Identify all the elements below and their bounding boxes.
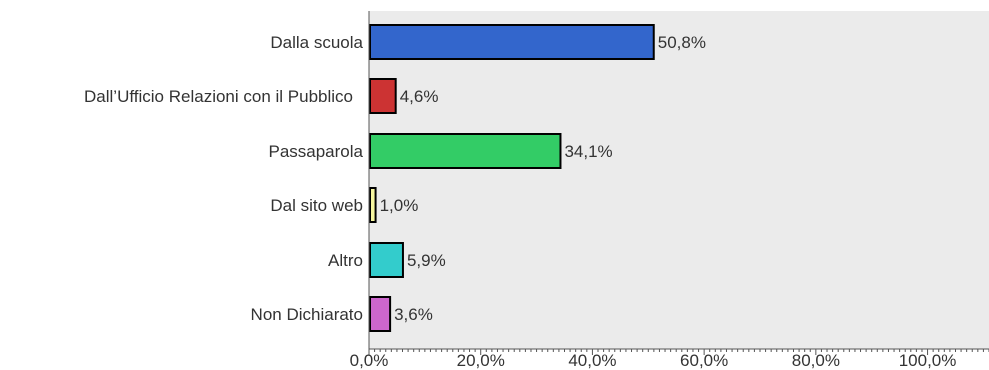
bar (369, 187, 377, 223)
value-label: 4,6% (400, 87, 439, 106)
category-label: Altro (328, 251, 363, 270)
value-label: 50,8% (658, 33, 706, 52)
value-label: 34,1% (564, 142, 612, 161)
x-tick-label: 80,0% (792, 351, 840, 370)
x-tick-label: 0,0% (350, 351, 389, 370)
category-label: Dalla scuola (270, 33, 363, 52)
category-label: Dall’Ufficio Relazioni con il Pubblico (84, 87, 353, 106)
bar (369, 78, 397, 114)
x-tick-label: 20,0% (457, 351, 505, 370)
x-tick-label: 40,0% (568, 351, 616, 370)
bar (369, 133, 562, 169)
category-label: Dal sito web (270, 196, 363, 215)
bar (369, 296, 392, 332)
value-label: 1,0% (380, 196, 419, 215)
bar (369, 242, 404, 278)
x-tick-label: 100,0% (899, 351, 957, 370)
category-label: Passaparola (268, 142, 363, 161)
bar (369, 24, 655, 60)
category-label: Non Dichiarato (251, 305, 363, 324)
value-label: 5,9% (407, 251, 446, 270)
value-label: 3,6% (394, 305, 433, 324)
x-tick-label: 60,0% (680, 351, 728, 370)
plot-area (369, 11, 989, 349)
